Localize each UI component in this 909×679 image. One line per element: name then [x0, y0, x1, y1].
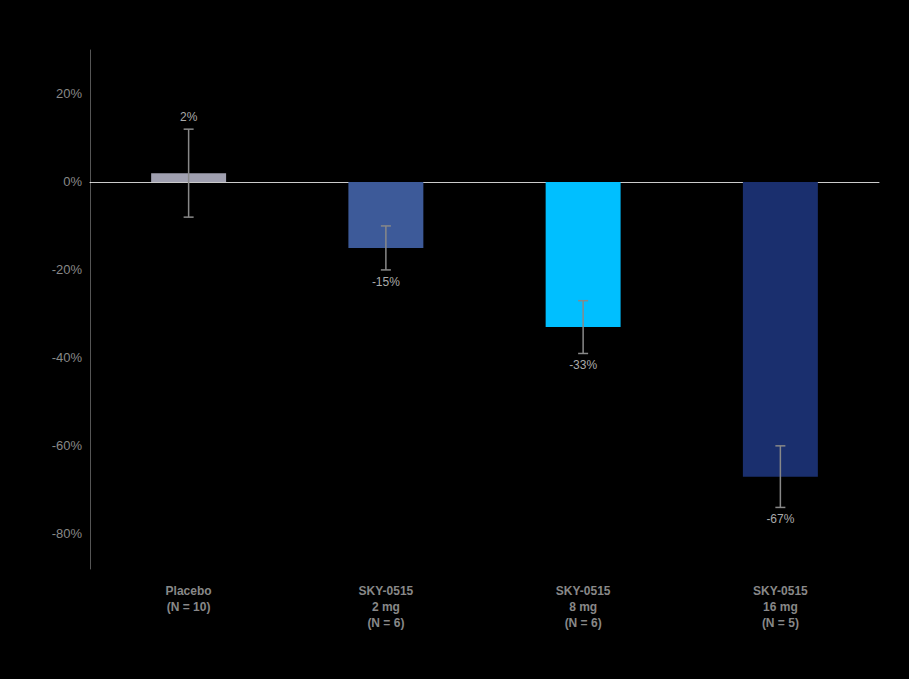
svg-text:-67%: -67%: [766, 512, 794, 526]
svg-text:-20%: -20%: [52, 262, 83, 277]
svg-text:Placebo: Placebo: [166, 584, 212, 598]
svg-text:(N = 10): (N = 10): [167, 600, 211, 614]
svg-text:8 mg: 8 mg: [569, 600, 597, 614]
svg-text:0%: 0%: [63, 174, 82, 189]
svg-text:-33%: -33%: [569, 358, 597, 372]
svg-text:SKY-0515: SKY-0515: [753, 584, 808, 598]
svg-text:16 mg: 16 mg: [763, 600, 798, 614]
svg-text:2%: 2%: [180, 110, 198, 124]
svg-text:(N = 6): (N = 6): [367, 616, 404, 630]
svg-text:(N = 5): (N = 5): [762, 616, 799, 630]
svg-text:SKY-0515: SKY-0515: [556, 584, 611, 598]
svg-text:20%: 20%: [56, 86, 82, 101]
svg-text:(N = 6): (N = 6): [565, 616, 602, 630]
svg-text:-40%: -40%: [52, 350, 83, 365]
svg-text:SKY-0515: SKY-0515: [359, 584, 414, 598]
svg-text:-60%: -60%: [52, 438, 83, 453]
svg-text:-80%: -80%: [52, 526, 83, 541]
svg-text:-15%: -15%: [372, 275, 400, 289]
svg-text:2 mg: 2 mg: [372, 600, 400, 614]
